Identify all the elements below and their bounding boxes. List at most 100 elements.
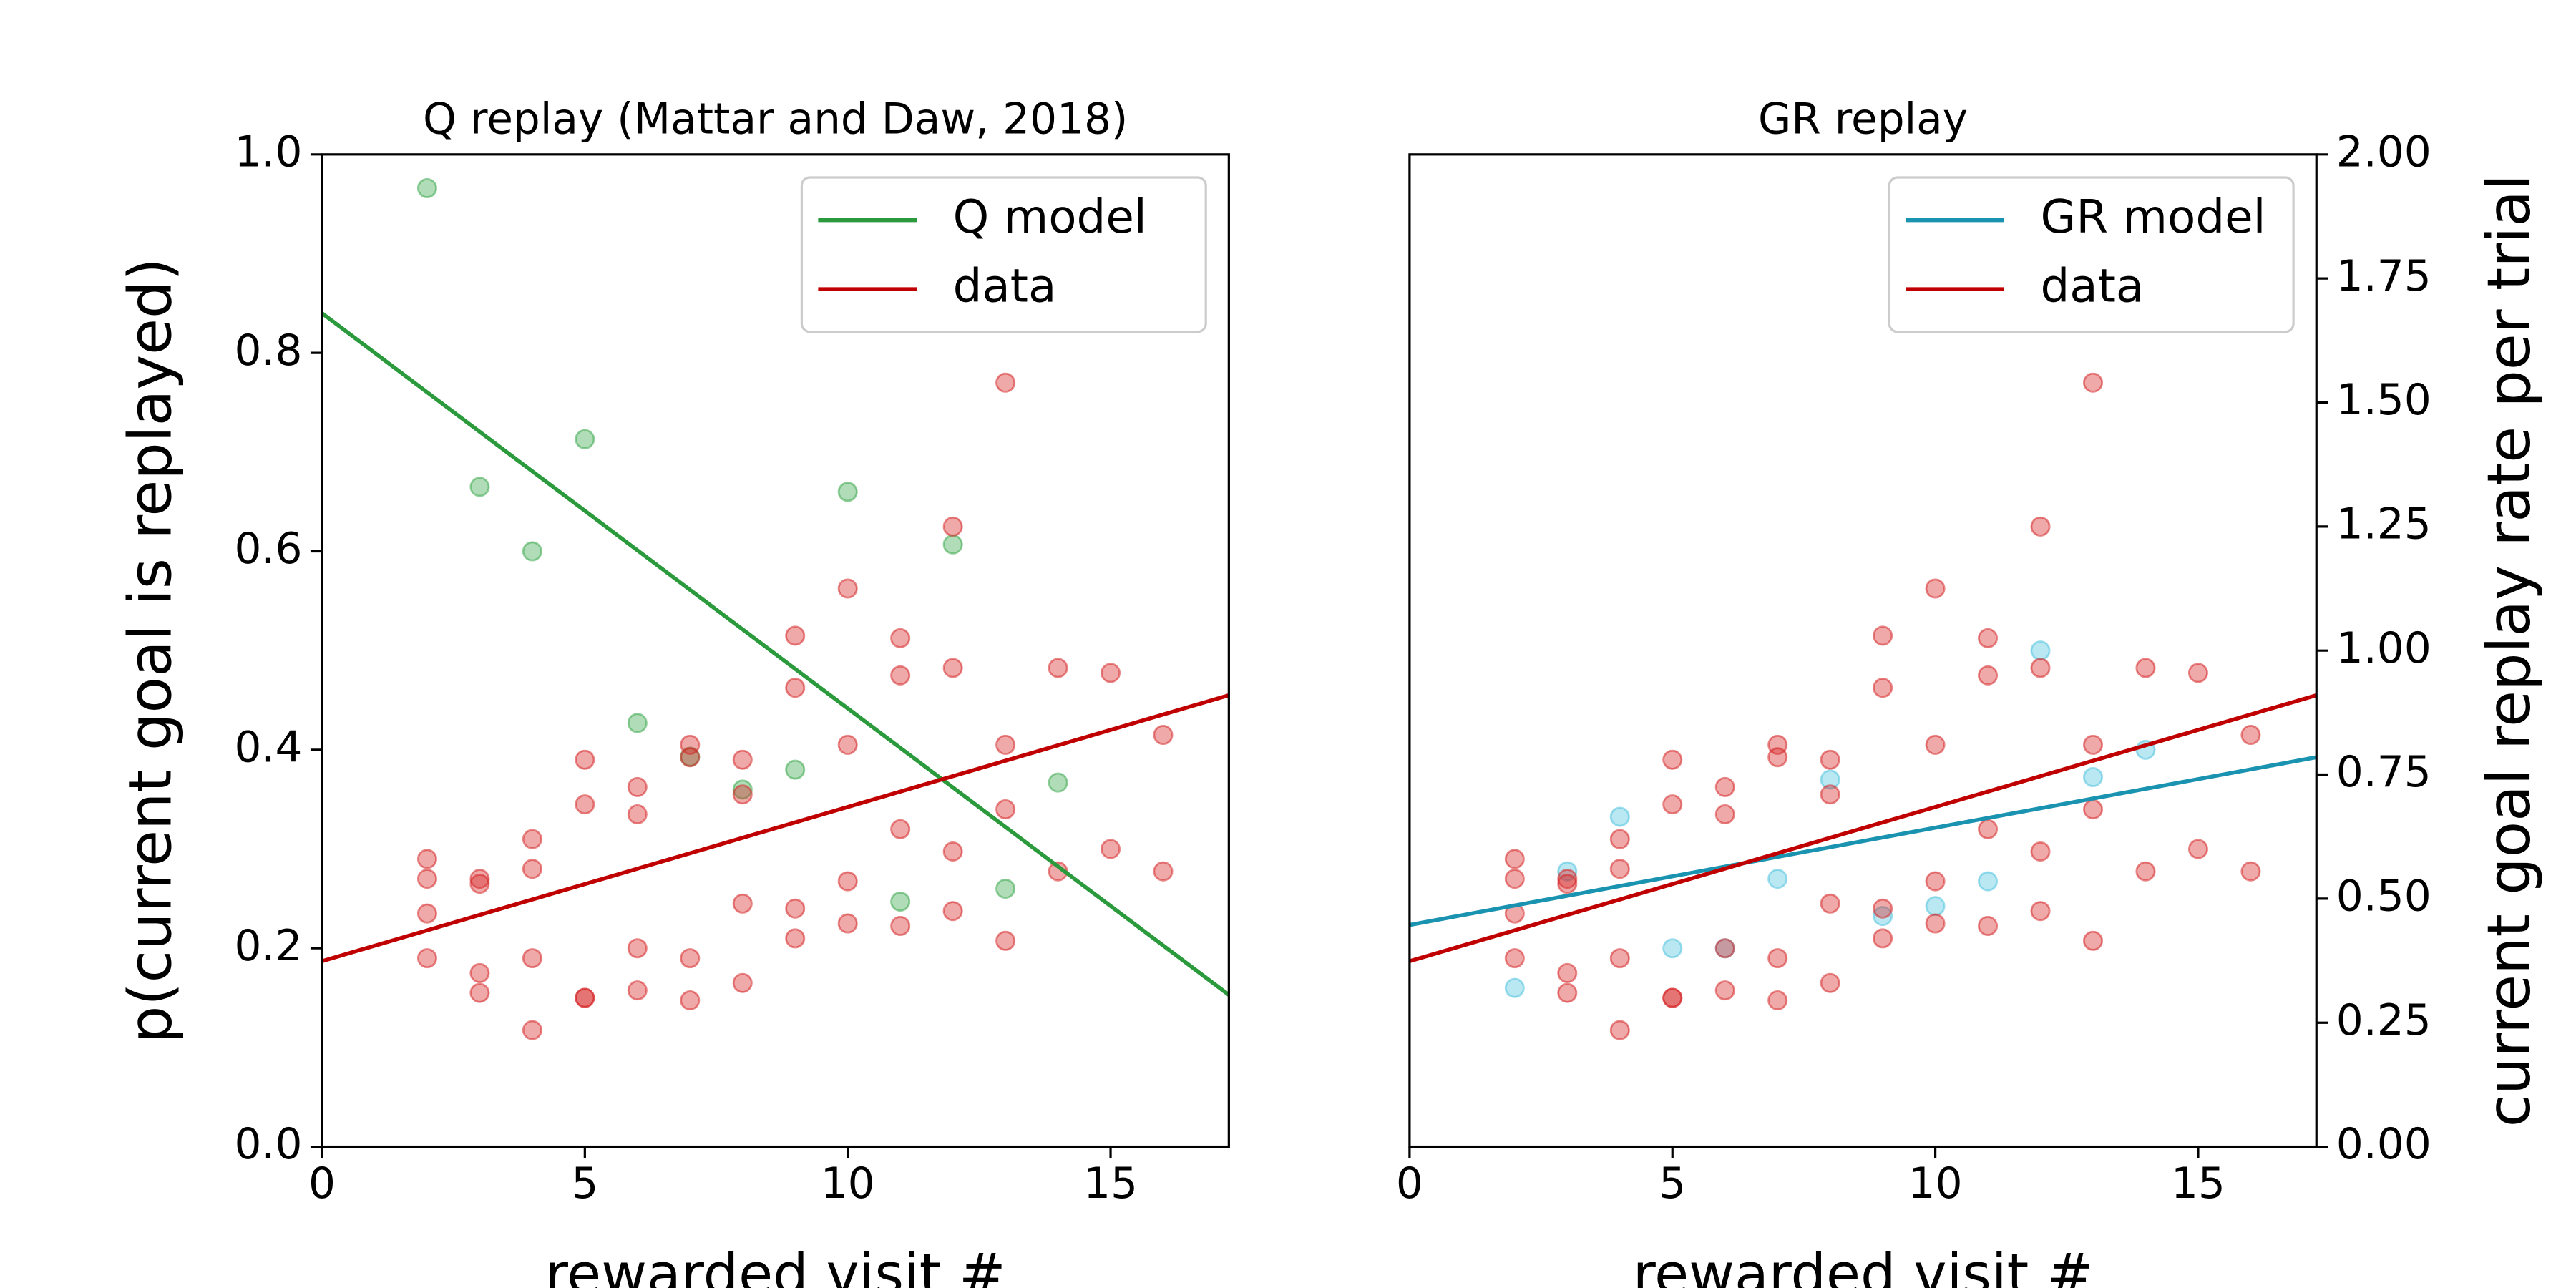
scatter-point (627, 776, 648, 797)
scatter-point (469, 962, 490, 983)
scatter-point (2030, 658, 2051, 678)
x-tick-label: 15 (2171, 1159, 2225, 1209)
scatter-point (2187, 663, 2208, 683)
y-tick-label: 0.4 (235, 723, 303, 772)
scatter-point (890, 915, 911, 937)
legend-label: GR model (2041, 190, 2266, 244)
legend: Q model data (800, 176, 1207, 333)
y-tick-label: 0.6 (235, 525, 303, 574)
scatter-point (680, 948, 701, 969)
scatter-point (732, 893, 753, 914)
scatter-point (1153, 725, 1174, 746)
legend-box (800, 176, 1207, 333)
scatter-point (890, 628, 911, 648)
scatter-point (1048, 772, 1068, 793)
x-tick-label: 5 (571, 1159, 598, 1209)
y2-tick-label: 2.00 (2336, 127, 2431, 177)
scatter-point (575, 794, 595, 815)
scatter-point (522, 948, 542, 969)
scatter-point (2240, 725, 2261, 746)
axes: 0 5 10 15 0.0 0.2 0.4 0.6 0.8 1.0 Q replay (Mattar… (116, 94, 1230, 1288)
scatter-point (2030, 901, 2051, 922)
scatter-point (785, 898, 806, 919)
scatter-point (522, 859, 542, 879)
scatter-point (942, 841, 963, 862)
fit-line (1409, 693, 2317, 963)
scatter-point (837, 734, 858, 755)
scatter-point (1609, 859, 1630, 879)
scatter-point (732, 779, 753, 800)
scatter-point (522, 1020, 542, 1040)
scatter-point (1662, 938, 1683, 959)
plot-area (322, 177, 1229, 1040)
y2-tick-label: 1.50 (2336, 376, 2431, 425)
scatter-point (995, 878, 1016, 899)
scatter-point (680, 990, 701, 1011)
legend-box (1888, 176, 2295, 333)
y-axis-label: p(current goal is replayed) (116, 258, 185, 1043)
scatter-point (469, 982, 490, 1003)
scatter-point (995, 930, 1016, 951)
scatter-point (1767, 869, 1788, 889)
scatter-point (1662, 987, 1683, 1008)
scatter-point (942, 516, 963, 537)
scatter-point (1504, 948, 1525, 969)
scatter-point (785, 759, 806, 780)
y2-tick-label: 0.00 (2336, 1120, 2431, 1169)
x-tick-label: 0 (1396, 1159, 1423, 1209)
scatter-point (1609, 806, 1630, 827)
scatter-point (1873, 625, 1893, 646)
scatter-point (627, 980, 648, 1001)
scatter-point (2082, 799, 2104, 820)
scatter-point (1820, 769, 1840, 790)
scatter-point (732, 784, 753, 805)
scatter-point (575, 987, 595, 1008)
scatter-point (1978, 665, 1999, 686)
scatter-point (2135, 658, 2156, 678)
axes-title: Q replay (Mattar and Daw, 2018) (423, 94, 1128, 144)
scatter-point (2030, 640, 2051, 661)
scatter-point (1873, 898, 1893, 919)
scatter-point (1557, 874, 1578, 894)
scatter-point (1978, 871, 1999, 892)
scatter-point (1609, 948, 1630, 969)
scatter-point (1504, 869, 1525, 889)
y2-tick-label: 1.75 (2336, 252, 2431, 301)
y2-axis-label: current goal replay rate per trial (2475, 174, 2544, 1127)
scatter-point (1714, 804, 1735, 825)
scatter-point (522, 541, 542, 562)
x-tick-label: 0 (308, 1159, 336, 1209)
scatter-point (1662, 749, 1683, 770)
scatter-point (469, 869, 490, 889)
x-tick-label: 15 (1083, 1159, 1138, 1209)
scatter-point (1978, 819, 1999, 839)
scatter-point (732, 972, 753, 993)
scatter-point (1873, 678, 1893, 698)
scatter-point (1557, 982, 1578, 1003)
scatter-point (627, 938, 648, 959)
fit-line (322, 693, 1229, 963)
scatter-point (942, 901, 963, 922)
scatter-point (522, 829, 542, 849)
y2-tick-label: 0.75 (2336, 748, 2431, 797)
axes-frame (321, 153, 1230, 1148)
scatter-point (1925, 734, 1946, 755)
y2-tick-label: 0.50 (2336, 872, 2431, 921)
scatter-point (575, 749, 595, 770)
scatter-point (995, 372, 1016, 393)
scatter-point (2030, 841, 2051, 862)
scatter-point (1978, 915, 1999, 937)
y-tick-label: 1.0 (235, 127, 303, 177)
scatter-point (627, 713, 648, 733)
legend: GR model data (1888, 176, 2295, 333)
scatter-point (1978, 628, 1999, 648)
scatter-point (2187, 839, 2208, 859)
scatter-point (1820, 749, 1840, 770)
x-tick-label: 10 (821, 1159, 875, 1209)
scatter-point (1767, 747, 1788, 768)
scatter-point (785, 678, 806, 698)
y-tick-label: 0.0 (235, 1120, 303, 1169)
scatter-point (1101, 839, 1121, 859)
scatter-point (1820, 972, 1840, 993)
scatter-point (1557, 962, 1578, 983)
